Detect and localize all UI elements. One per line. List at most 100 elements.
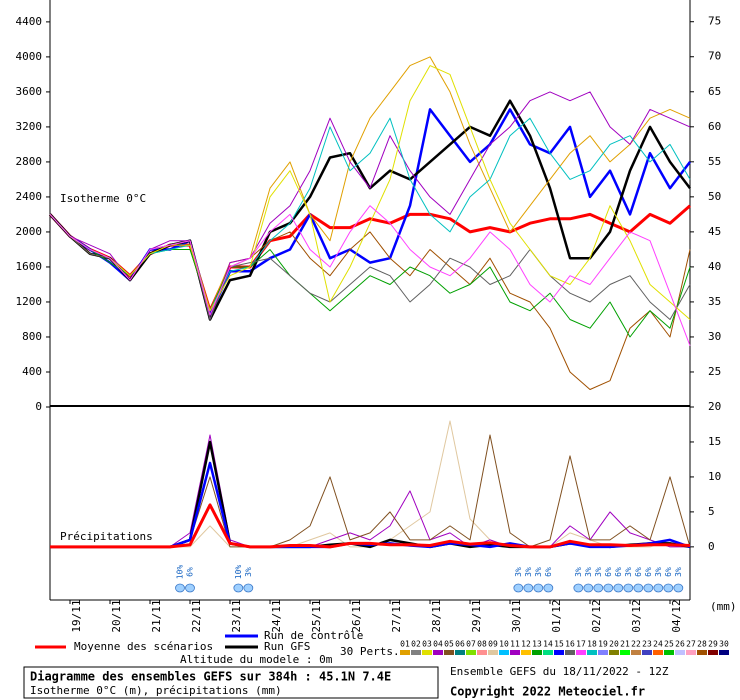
snow-probability: 3% [674,567,683,577]
member-swatch [587,650,597,655]
x-tick-label: 04/12 [670,599,683,632]
member-swatch [521,650,531,655]
member-swatch [697,650,707,655]
snow-icon [663,583,674,593]
member-label: 20 [609,640,619,649]
member-label: 18 [587,640,597,649]
snow-icon [523,583,534,593]
y-tick-label: 2800 [16,155,43,168]
member-swatch [455,650,465,655]
member-swatch [565,650,575,655]
member-label: 30 [719,640,729,649]
y2-tick-label: 65 [708,85,721,98]
x-tick-label: 23/11 [230,599,243,632]
y-tick-label: 3600 [16,85,43,98]
legend-label: Moyenne des scénarios [74,640,213,653]
snow-probability: 6% [604,567,613,577]
member-swatch [510,650,520,655]
member-swatch [642,650,652,655]
y-tick-label: 4400 [16,15,43,28]
y-tick-label: 5 [708,505,715,518]
member-swatch [411,650,421,655]
snow-icon [533,583,544,593]
snow-probability: 3% [574,567,583,577]
y2-tick-label: 35 [708,295,721,308]
y-tick-label: 800 [22,330,42,343]
snow-icon [583,583,594,593]
y-tick-label: 400 [22,365,42,378]
x-tick-label: 02/12 [590,599,603,632]
snow-probability: 3% [584,567,593,577]
member-label: 15 [554,640,564,649]
x-tick-label: 27/11 [390,599,403,632]
member-label: 11 [510,640,520,649]
snow-probability: 6% [544,567,553,577]
unit-label: (mm) [710,600,737,613]
member-label: 07 [466,640,476,649]
y-tick-label: 1200 [16,295,43,308]
x-tick-label: 21/11 [150,599,163,632]
series-line [50,503,691,549]
snow-icon [513,583,524,593]
member-label: 21 [620,640,630,649]
snow-probability: 3% [244,567,253,577]
member-label: 02 [411,640,421,649]
x-tick-label: 24/11 [270,599,283,632]
footer-subtitle: Isotherme 0°C (m), précipitations (mm) [30,684,282,697]
y-tick-label: 20 [708,400,721,413]
member-swatch [543,650,553,655]
member-label: 01 [400,640,410,649]
y2-tick-label: 40 [708,260,721,273]
member-swatch [433,650,443,655]
snow-probability: 6% [664,567,673,577]
y-tick-label: 4000 [16,50,43,63]
member-swatch [708,650,718,655]
x-tick-label: 01/12 [550,599,563,632]
y-tick-label: 0 [35,400,42,413]
snow-icon [613,583,624,593]
snow-probability: 6% [186,567,195,577]
y2-tick-label: 25 [708,365,721,378]
member-swatch [675,650,685,655]
y-tick-label: 10 [708,470,721,483]
member-label: 29 [708,640,718,649]
snow-probability: 3% [594,567,603,577]
x-tick-label: 28/11 [430,599,443,632]
x-tick-label: 20/11 [110,599,123,632]
member-swatch [444,650,454,655]
member-swatch [532,650,542,655]
member-label: 17 [576,640,586,649]
member-swatch [554,650,564,655]
snow-icon [633,583,644,593]
snow-icon [673,583,684,593]
footer-copyright: Copyright 2022 Meteociel.fr [450,685,645,699]
member-label: 13 [532,640,542,649]
snow-probability: 6% [644,567,653,577]
series-line [49,65,691,320]
series-line [49,205,691,346]
snow-icon [175,583,185,593]
member-label: 14 [543,640,553,649]
snow-icon [185,583,195,593]
x-tick-label: 03/12 [630,599,643,632]
snow-icon [603,583,614,593]
snow-probability: 3% [534,567,543,577]
panel-title: Précipitations [60,530,153,543]
x-tick-label: 30/11 [510,599,523,632]
y-tick-label: 1600 [16,260,43,273]
member-label: 05 [444,640,454,649]
member-swatch [598,650,608,655]
member-label: 25 [664,640,674,649]
member-swatch [576,650,586,655]
member-swatch [466,650,476,655]
member-swatch [422,650,432,655]
footer-run: Ensemble GEFS du 18/11/2022 - 12Z [450,665,669,678]
snow-probability: 3% [514,567,523,577]
series-line [49,91,691,320]
perturbation-label: 30 Perts. [340,645,400,658]
member-label: 03 [422,640,432,649]
member-swatch [499,650,509,655]
footer-title: Diagramme des ensembles GEFS sur 384h : … [30,670,391,684]
